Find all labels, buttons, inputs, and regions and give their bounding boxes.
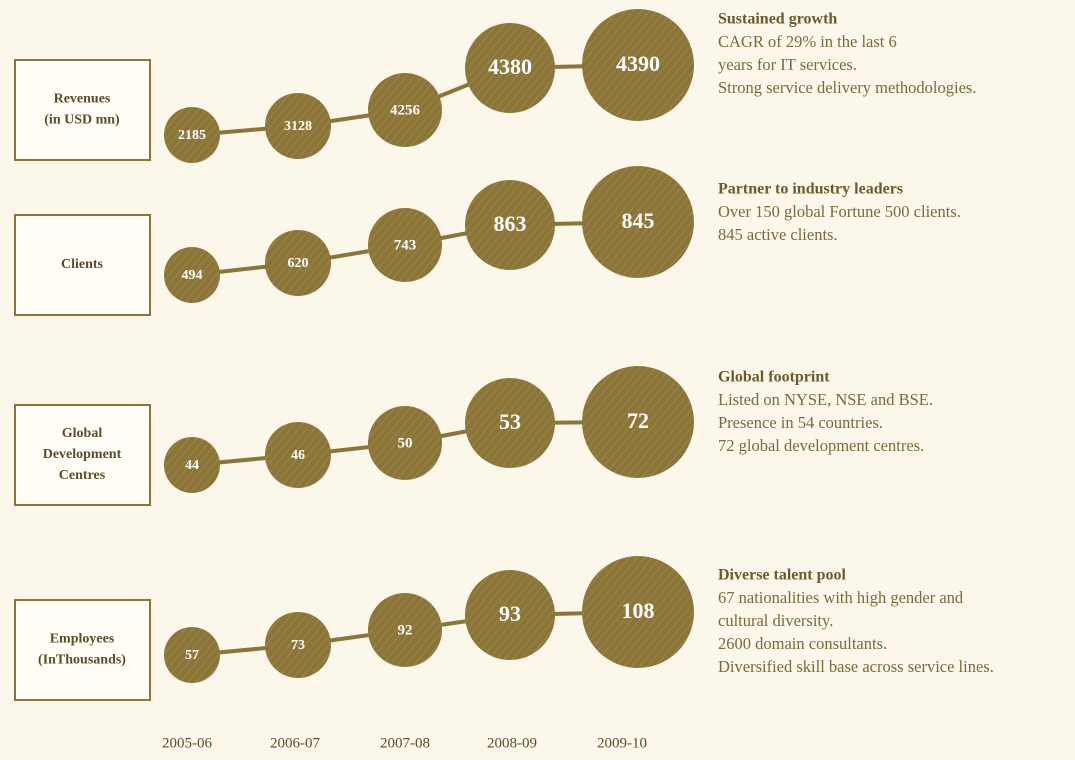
bubble-value: 46 [291, 448, 305, 463]
row-description: CAGR of 29% in the last 6 [718, 32, 897, 51]
bubble-value: 57 [185, 648, 199, 663]
row-label: (in USD mn) [44, 113, 120, 128]
bubble-value: 3128 [284, 119, 312, 134]
bubble-value: 620 [288, 256, 309, 271]
row-description: 72 global development centres. [718, 436, 924, 455]
bubble-value: 2185 [178, 128, 206, 143]
row-description: Strong service delivery methodologies. [718, 78, 976, 97]
row-description: Diversified skill base across service li… [718, 657, 994, 676]
row-description: Presence in 54 countries. [718, 413, 883, 432]
row-label: (InThousands) [38, 653, 126, 668]
year-label: 2009-10 [597, 735, 647, 751]
infographic: Revenues (in USD mn) 2185 3128 4256 4380 4390 S… [0, 0, 1075, 760]
row-description: years for IT services. [718, 55, 857, 74]
bubble-value: 50 [398, 435, 413, 451]
bubble-value: 4256 [390, 102, 421, 118]
row-label: Global [62, 426, 103, 441]
row-description: Over 150 global Fortune 500 clients. [718, 202, 961, 221]
row-label: Development [43, 447, 122, 462]
bubble-value: 108 [622, 598, 655, 623]
year-label: 2007-08 [380, 735, 430, 751]
bubble-value: 743 [394, 237, 417, 253]
bubble-value: 4380 [488, 54, 532, 79]
bubble-value: 863 [494, 211, 527, 236]
bubble-value: 93 [499, 601, 521, 626]
row-label: Revenues [54, 92, 111, 107]
row-description: 2600 domain consultants. [718, 634, 887, 653]
row-title: Partner to industry leaders [718, 181, 903, 198]
year-label: 2008-09 [487, 735, 537, 751]
bubble-value: 845 [622, 208, 655, 233]
bubble-value: 73 [291, 638, 305, 653]
year-label: 2006-07 [270, 735, 320, 751]
row-label: Clients [61, 257, 104, 272]
bubble-value: 494 [182, 268, 203, 283]
label-box [15, 60, 150, 160]
row-description: 67 nationalities with high gender and [718, 588, 964, 607]
row-title: Sustained growth [718, 11, 837, 28]
bubble-value: 4390 [616, 51, 660, 76]
bubble-value: 53 [499, 409, 521, 434]
row-label: Centres [59, 468, 106, 483]
row-label: Employees [50, 632, 115, 647]
row-title: Diverse talent pool [718, 567, 847, 584]
row-description: Listed on NYSE, NSE and BSE. [718, 390, 933, 409]
bubble-value: 44 [185, 458, 199, 473]
bubble-value: 92 [398, 622, 413, 638]
row-title: Global footprint [718, 369, 830, 386]
row-description: 845 active clients. [718, 225, 838, 244]
row-description: cultural diversity. [718, 611, 833, 630]
year-label: 2005-06 [162, 735, 212, 751]
label-box [15, 600, 150, 700]
bubble-value: 72 [627, 408, 649, 433]
